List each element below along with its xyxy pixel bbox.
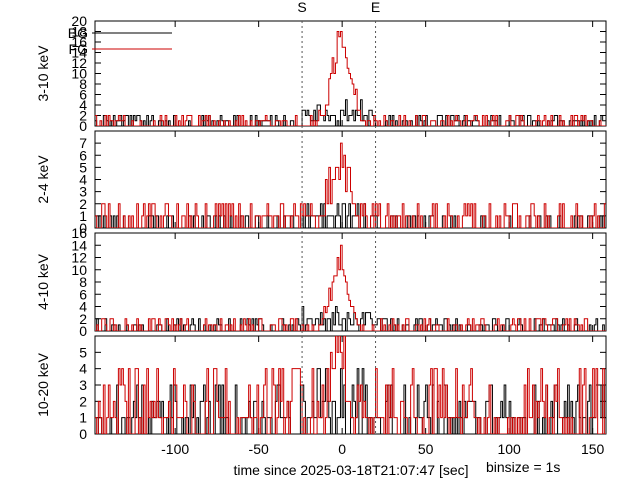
series-fg-line bbox=[95, 31, 606, 126]
y-tick-label: 3 bbox=[79, 377, 87, 393]
y-tick-label: 2 bbox=[79, 393, 87, 409]
y-tick-label: 6 bbox=[79, 147, 87, 163]
y-axis-label: 2-4 keV bbox=[35, 155, 51, 204]
x-tick-label: 100 bbox=[497, 441, 521, 457]
y-tick-label: 4 bbox=[79, 172, 87, 188]
marker-label-s: S bbox=[297, 0, 306, 15]
y-tick-label: 4 bbox=[79, 299, 87, 315]
legend: BG FG bbox=[68, 25, 172, 57]
y-tick-label: 10 bbox=[71, 66, 87, 82]
y-axis-label: 3-10 keV bbox=[35, 45, 51, 102]
series-fg-line bbox=[95, 142, 606, 228]
y-tick-label: 2 bbox=[79, 311, 87, 327]
y-tick-label: 0 bbox=[79, 426, 87, 442]
x-tick-label: 0 bbox=[338, 441, 346, 457]
x-tick-label: 150 bbox=[581, 441, 605, 457]
y-tick-label: 6 bbox=[79, 286, 87, 302]
y-tick-label: 14 bbox=[71, 237, 87, 253]
y-tick-label: 0 bbox=[79, 323, 87, 339]
y-tick-label: 1 bbox=[79, 208, 87, 224]
binsize-label: binsize = 1s bbox=[486, 459, 560, 475]
legend-label-fg: FG bbox=[69, 41, 88, 57]
x-axis-label: time since 2025-03-18T21:07:47 [sec] bbox=[233, 462, 468, 478]
y-tick-label: 5 bbox=[79, 344, 87, 360]
series-bg-line bbox=[95, 203, 606, 228]
y-tick-label: 5 bbox=[79, 159, 87, 175]
y-tick-label: 12 bbox=[71, 55, 87, 71]
y-tick-label: 2 bbox=[79, 108, 87, 124]
y-tick-label: 16 bbox=[71, 34, 87, 50]
x-tick-labels: -100 -50 0 50 100 150 bbox=[161, 441, 604, 457]
y-axis-label: 10-20 keV bbox=[35, 352, 51, 416]
y-tick-label: 10 bbox=[71, 262, 87, 278]
series-fg-line bbox=[95, 336, 606, 434]
legend-label-bg: BG bbox=[68, 25, 88, 41]
y-tick-label: 4 bbox=[79, 361, 87, 377]
y-tick-label: 3 bbox=[79, 184, 87, 200]
y-tick-label: 14 bbox=[71, 45, 87, 61]
y-tick-label: 20 bbox=[71, 13, 87, 29]
y-tick-label: 6 bbox=[79, 87, 87, 103]
y-tick-label: 4 bbox=[79, 97, 87, 113]
y-tick-label: 8 bbox=[79, 274, 87, 290]
series-bg-line bbox=[95, 368, 606, 434]
y-tick-label: 1 bbox=[79, 410, 87, 426]
x-tick-label: -100 bbox=[161, 441, 189, 457]
y-tick-label: 0 bbox=[79, 118, 87, 134]
x-tick-label: -50 bbox=[249, 441, 269, 457]
series-fg-line bbox=[95, 244, 606, 331]
y-tick-label: 0 bbox=[79, 220, 87, 236]
y-tick-label: 16 bbox=[71, 225, 87, 241]
panel-frame bbox=[94, 232, 607, 332]
y-tick-label: 12 bbox=[71, 250, 87, 266]
y-tick-label: 18 bbox=[71, 24, 87, 40]
series-bg-line bbox=[95, 99, 606, 126]
y-tick-label: 8 bbox=[79, 76, 87, 92]
x-tick-label: 50 bbox=[418, 441, 434, 457]
marker-label-e: E bbox=[371, 0, 380, 15]
y-tick-label: 2 bbox=[79, 196, 87, 212]
y-tick-label: 7 bbox=[79, 135, 87, 151]
y-axis-label: 4-10 keV bbox=[35, 253, 51, 310]
